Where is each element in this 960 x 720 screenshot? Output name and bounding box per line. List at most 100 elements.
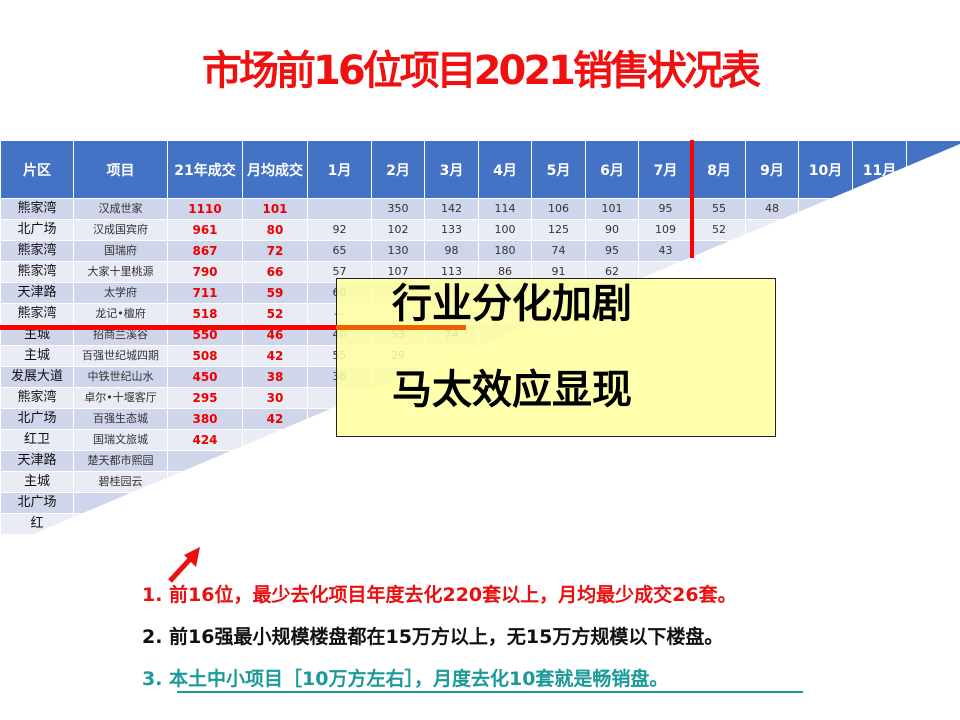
avg-cell: 101 [242,198,308,220]
month-cell: 125 [531,219,586,241]
month-cell [852,240,907,262]
avg-cell: 42 [242,408,308,430]
area-cell: 熊家湾 [0,303,74,325]
month-cell [852,324,907,346]
month-cell [798,429,853,451]
column-header: 9月 [745,140,799,199]
month-cell [906,198,960,220]
avg-cell: 80 [242,219,308,241]
month-cell [638,513,693,535]
month-cell [531,513,586,535]
avg-cell: 52 [242,303,308,325]
slide-title: 市场前16位项目2021销售状况表 [202,48,761,94]
callout-box: 行业分化加剧 马太效应显现 [336,278,776,437]
callout-line-1: 行业分化加剧 [392,280,632,327]
month-cell [852,366,907,388]
month-cell [906,303,960,325]
avg-cell: 38 [242,366,308,388]
month-cell [692,492,746,514]
month-cell [371,492,425,514]
month-cell [745,219,799,241]
area-cell: 主城 [0,345,74,367]
project-cell: 国瑞府 [73,240,168,262]
month-cell [745,240,799,262]
month-cell: 55 [692,198,746,220]
month-cell: 350 [371,198,425,220]
month-cell [906,324,960,346]
month-cell [585,450,639,472]
total-cell: 518 [167,303,243,325]
total-cell [167,492,243,514]
month-cell [906,261,960,283]
month-cell [852,345,907,367]
month-cell: 98 [424,240,479,262]
area-cell: 北广场 [0,408,74,430]
column-header: 月均成交 [242,140,308,199]
month-cell [798,387,853,409]
month-cell [798,492,853,514]
column-header: 1月 [307,140,372,199]
month-cell [371,513,425,535]
month-cell [585,492,639,514]
project-cell: 大家十里桃源 [73,261,168,283]
month-cell: 74 [531,240,586,262]
area-cell: 天津路 [0,450,74,472]
avg-cell [242,492,308,514]
month-cell [478,492,532,514]
month-cell [745,471,799,493]
month-cell [852,492,907,514]
month-cell [798,282,853,304]
avg-cell: 59 [242,282,308,304]
month-cell [745,513,799,535]
month-cell [852,429,907,451]
month-cell [852,408,907,430]
project-cell: 楚天都市熙园 [73,450,168,472]
month-cell: 86 [478,261,532,283]
month-cell [852,198,907,220]
cutoff-line-vertical [690,140,694,258]
month-cell: 90 [585,219,639,241]
month-cell [307,513,372,535]
month-cell: 95 [638,198,693,220]
month-cell [692,450,746,472]
month-cell [906,408,960,430]
table-header: 片区 项目 21年成交 月均成交 1月 2月 3月 4月 5月 6月 7月 8月 9月 10月 11月 [0,140,960,199]
avg-cell: 72 [242,240,308,262]
month-cell: 107 [371,261,425,283]
total-cell [167,471,243,493]
month-cell [424,513,479,535]
month-cell [692,513,746,535]
month-cell [745,450,799,472]
total-cell [167,450,243,472]
month-cell [531,450,586,472]
month-cell [798,366,853,388]
area-cell: 天津路 [0,282,74,304]
month-cell [798,303,853,325]
month-cell [531,492,586,514]
month-cell [906,492,960,514]
area-cell: 熊家湾 [0,387,74,409]
month-cell [906,429,960,451]
project-cell: 国瑞文旅城 [73,429,168,451]
month-cell [906,513,960,535]
month-cell [585,513,639,535]
area-cell: 红卫 [0,429,74,451]
month-cell [424,450,479,472]
month-cell: 92 [307,219,372,241]
avg-cell: 30 [242,387,308,409]
column-header: 11月 [852,140,907,199]
total-cell: 450 [167,366,243,388]
month-cell [798,408,853,430]
month-cell [638,492,693,514]
avg-cell: 66 [242,261,308,283]
total-cell: 1110 [167,198,243,220]
total-cell: 424 [167,429,243,451]
month-cell [852,471,907,493]
column-header: 21年成交 [167,140,243,199]
month-cell: 142 [424,198,479,220]
month-cell [424,471,479,493]
month-cell [798,198,853,220]
month-cell [478,471,532,493]
month-cell [692,240,746,262]
project-cell: 太学府 [73,282,168,304]
